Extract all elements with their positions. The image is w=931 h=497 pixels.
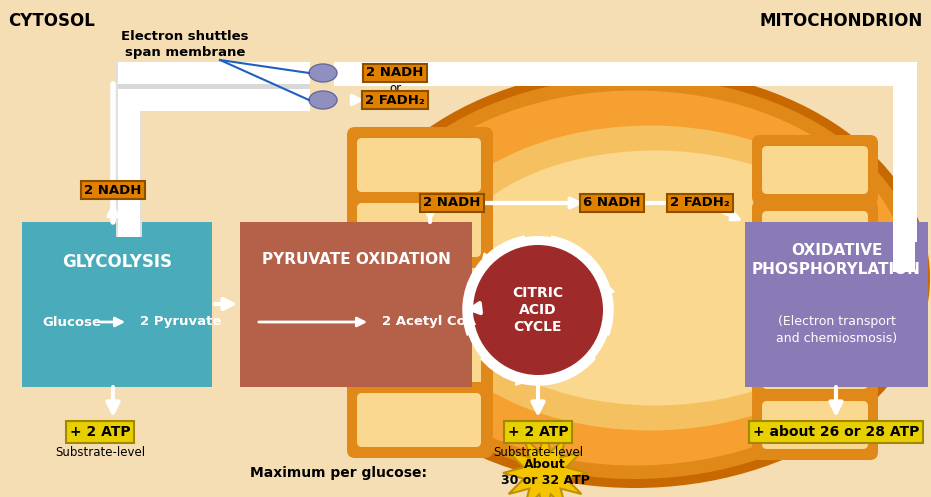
FancyBboxPatch shape: [762, 401, 868, 449]
Bar: [118, 84, 310, 89]
Text: GLYCOLYSIS: GLYCOLYSIS: [62, 253, 172, 271]
Bar: [334, 62, 900, 86]
Bar: [745, 222, 928, 387]
FancyBboxPatch shape: [762, 146, 868, 194]
Bar: [116, 62, 142, 237]
FancyBboxPatch shape: [357, 393, 481, 447]
Text: 2 NADH: 2 NADH: [424, 196, 480, 210]
Ellipse shape: [464, 236, 612, 384]
Text: CITRIC
ACID
CYCLE: CITRIC ACID CYCLE: [512, 286, 563, 334]
FancyBboxPatch shape: [357, 268, 481, 322]
Text: Glucose: Glucose: [42, 316, 101, 329]
Ellipse shape: [349, 77, 921, 479]
Ellipse shape: [412, 126, 887, 430]
Ellipse shape: [442, 151, 868, 406]
Text: Electron shuttles
span membrane: Electron shuttles span membrane: [121, 30, 249, 59]
Text: + 2 ATP: + 2 ATP: [70, 425, 130, 439]
Text: Substrate-level: Substrate-level: [492, 445, 583, 459]
Bar: [893, 62, 915, 272]
Text: 2 Acetyl CoA: 2 Acetyl CoA: [382, 316, 476, 329]
Text: + about 26 or 28 ATP: + about 26 or 28 ATP: [753, 425, 919, 439]
Text: CYTOSOL: CYTOSOL: [8, 12, 95, 30]
FancyBboxPatch shape: [752, 390, 878, 460]
Text: 2 FADH₂: 2 FADH₂: [365, 93, 425, 106]
Text: 2 FADH₂: 2 FADH₂: [670, 196, 730, 210]
Text: (Electron transport
and chemiosmosis): (Electron transport and chemiosmosis): [776, 315, 897, 345]
FancyBboxPatch shape: [347, 382, 493, 458]
Text: 2 Pyruvate: 2 Pyruvate: [140, 316, 222, 329]
FancyBboxPatch shape: [762, 341, 868, 389]
Text: MITOCHONDRION: MITOCHONDRION: [760, 12, 923, 30]
Bar: [118, 62, 310, 84]
FancyBboxPatch shape: [357, 333, 481, 387]
FancyBboxPatch shape: [357, 203, 481, 257]
Ellipse shape: [362, 90, 908, 466]
Polygon shape: [503, 431, 587, 497]
FancyBboxPatch shape: [347, 127, 493, 203]
Bar: [118, 62, 140, 237]
FancyBboxPatch shape: [752, 330, 878, 400]
Text: or: or: [389, 82, 401, 94]
Bar: [118, 89, 310, 111]
FancyBboxPatch shape: [347, 257, 493, 333]
FancyBboxPatch shape: [762, 276, 868, 324]
FancyBboxPatch shape: [762, 211, 868, 259]
Ellipse shape: [309, 64, 337, 82]
Bar: [893, 62, 917, 242]
Text: + 2 ATP: + 2 ATP: [507, 425, 568, 439]
Text: OXIDATIVE
PHOSPHORYLATION: OXIDATIVE PHOSPHORYLATION: [752, 243, 921, 277]
FancyBboxPatch shape: [347, 192, 493, 268]
Text: PYRUVATE OXIDATION: PYRUVATE OXIDATION: [262, 252, 451, 267]
Text: Substrate-level: Substrate-level: [55, 445, 145, 459]
FancyBboxPatch shape: [752, 265, 878, 335]
Bar: [240, 222, 472, 387]
Ellipse shape: [340, 68, 930, 488]
FancyBboxPatch shape: [357, 138, 481, 192]
FancyBboxPatch shape: [752, 200, 878, 270]
Ellipse shape: [473, 245, 603, 375]
Ellipse shape: [309, 91, 337, 109]
Text: 2 NADH: 2 NADH: [366, 67, 424, 80]
Text: Maximum per glucose:: Maximum per glucose:: [250, 466, 427, 480]
FancyBboxPatch shape: [752, 135, 878, 205]
FancyBboxPatch shape: [347, 322, 493, 398]
Text: 6 NADH: 6 NADH: [583, 196, 641, 210]
Text: About
30 or 32 ATP: About 30 or 32 ATP: [501, 459, 589, 488]
Bar: [22, 222, 212, 387]
Text: 2 NADH: 2 NADH: [85, 183, 142, 196]
